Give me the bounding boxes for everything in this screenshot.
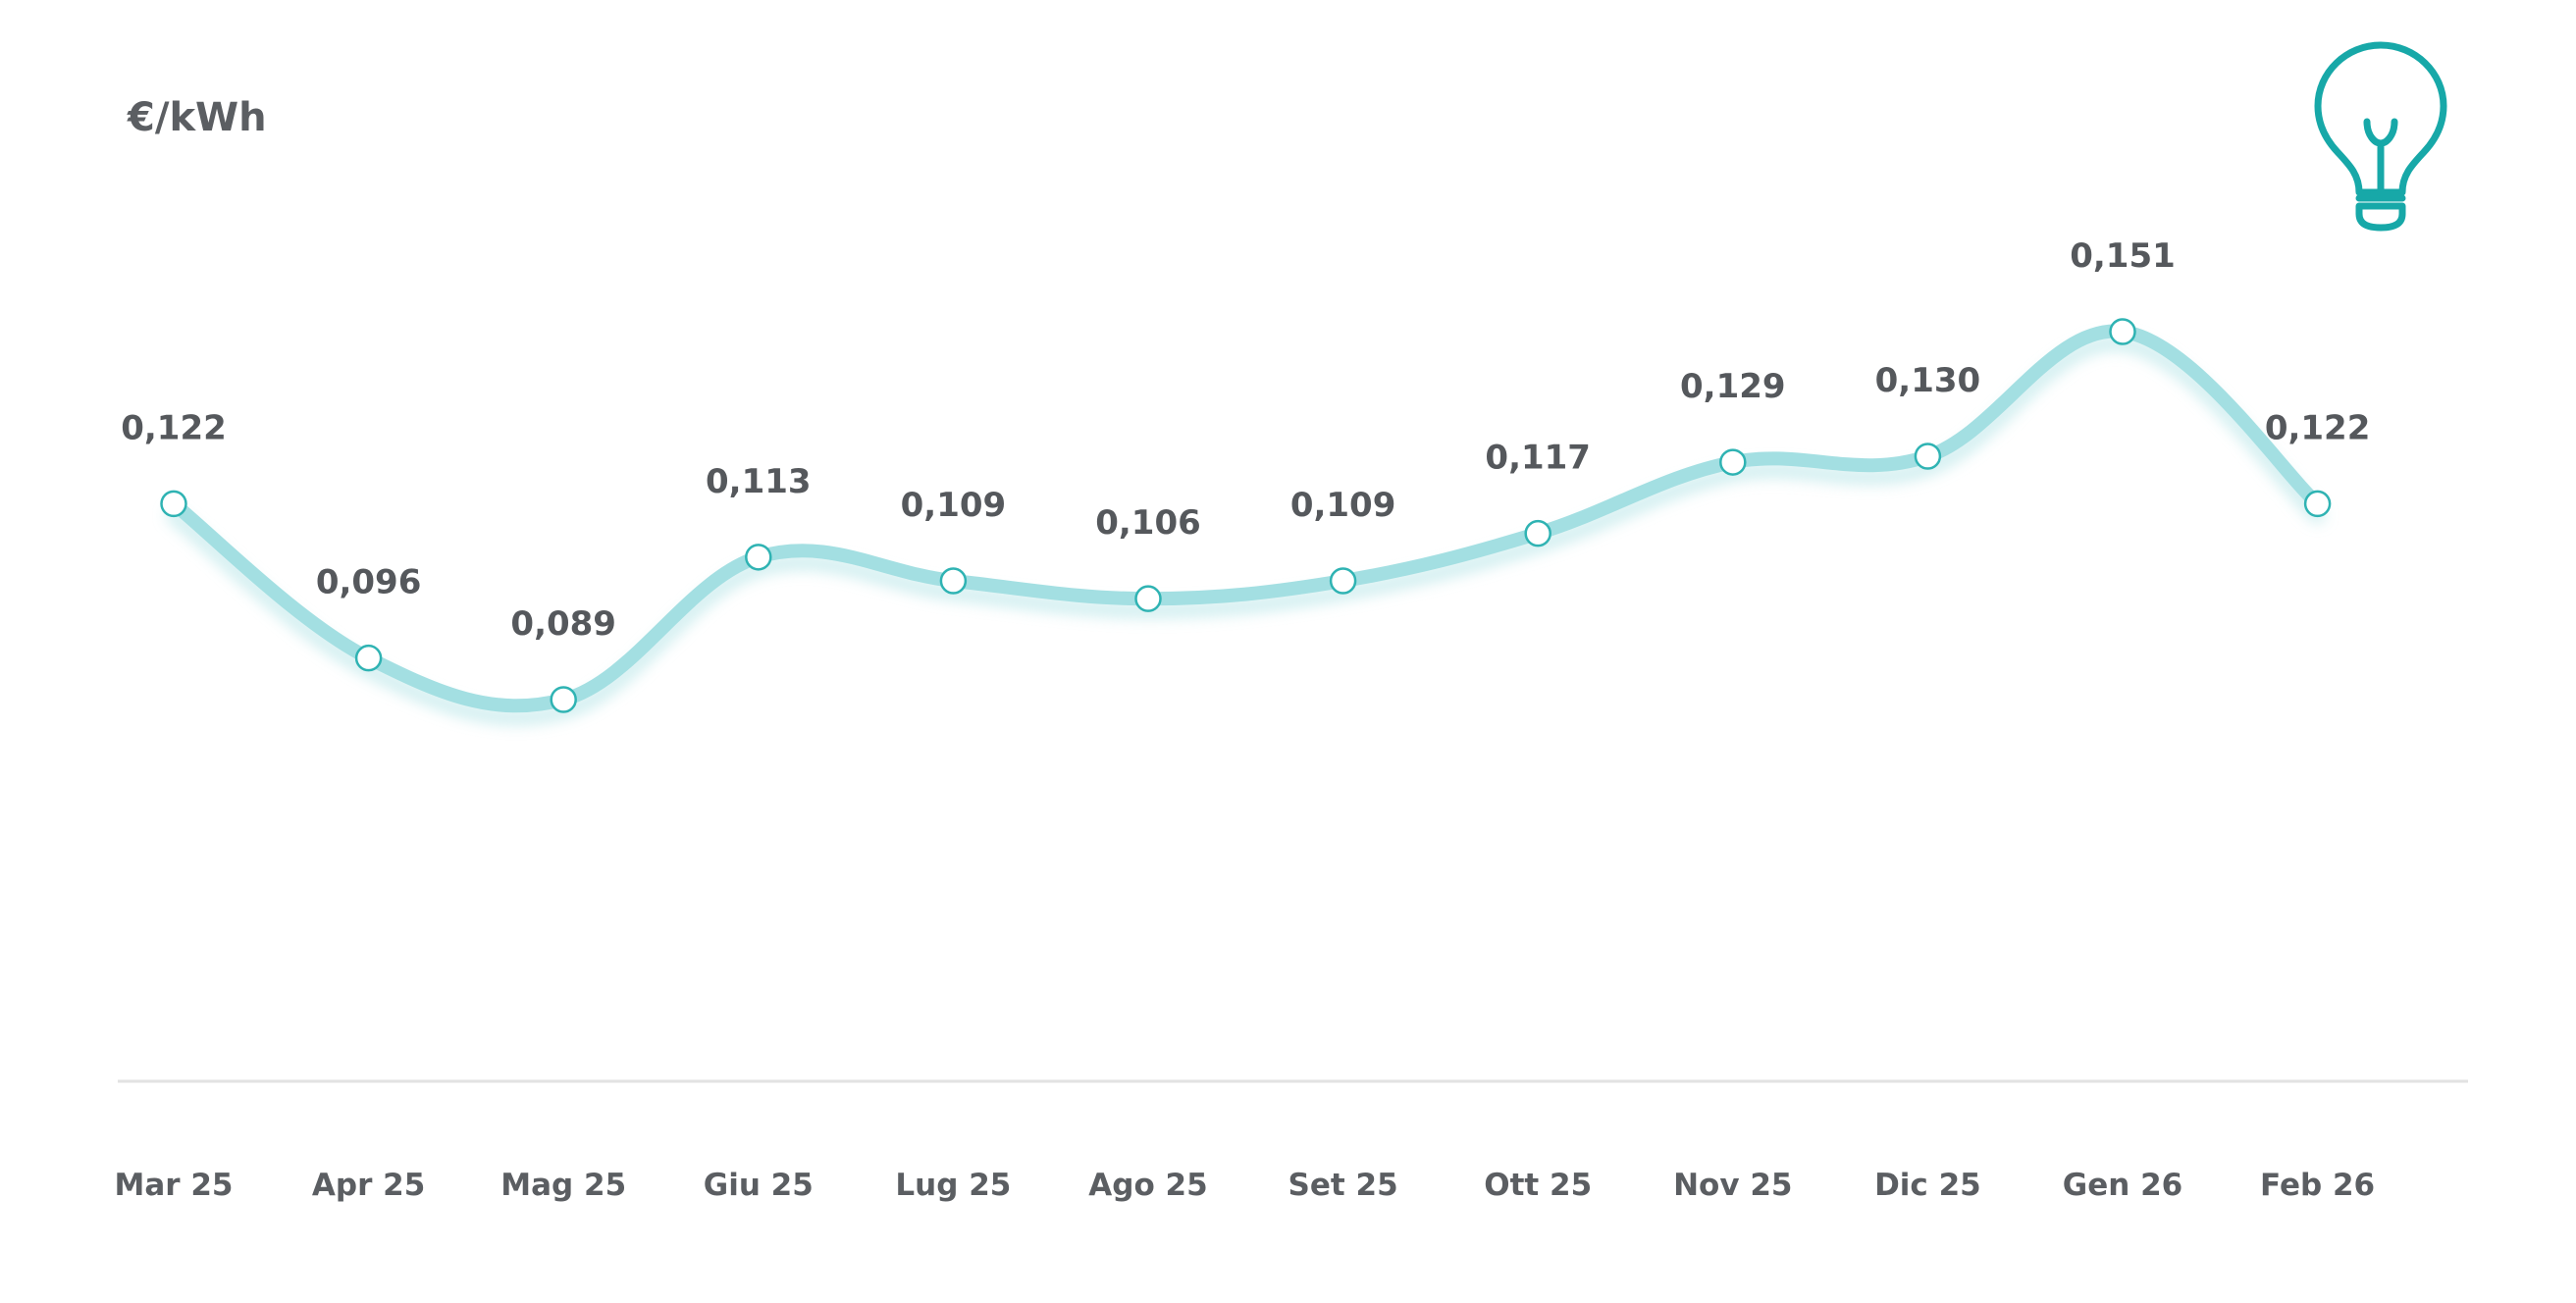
data-point-marker: [1914, 443, 1942, 470]
x-axis-tick-label: Mar 25: [115, 1168, 234, 1203]
data-value-label: 0,106: [1095, 503, 1201, 543]
data-point-marker: [1134, 585, 1162, 612]
data-point-marker: [1524, 519, 1551, 547]
data-value-label: 0,122: [2265, 408, 2371, 447]
data-point-marker: [160, 490, 187, 518]
data-point-marker: [550, 686, 577, 713]
data-value-label: 0,151: [2070, 236, 2176, 276]
x-axis-tick-label: Giu 25: [704, 1168, 814, 1203]
data-point-marker: [939, 567, 968, 595]
data-point-markers: [160, 318, 2332, 713]
data-point-marker: [1329, 567, 1357, 595]
series-line: [167, 324, 2325, 713]
data-value-label: 0,109: [901, 486, 1007, 525]
data-point-marker: [2303, 490, 2332, 518]
data-value-label: 0,122: [121, 408, 227, 447]
data-value-label: 0,096: [316, 563, 422, 602]
x-axis-tick-label: Mag 25: [500, 1168, 626, 1203]
data-value-label: 0,129: [1680, 367, 1786, 406]
data-point-marker: [354, 644, 383, 672]
y-axis-unit-label: €/kWh: [127, 95, 267, 140]
x-axis-tick-label: Apr 25: [312, 1168, 425, 1203]
x-axis-tick-label: Lug 25: [895, 1168, 1011, 1203]
data-value-label: 0,109: [1290, 486, 1396, 525]
series-line-glow: [166, 335, 2326, 726]
data-value-labels: 0,122 0,096 0,089 0,113 0,109 0,106 0,109 0,117…: [121, 236, 2370, 644]
data-point-marker: [2109, 318, 2136, 345]
x-axis-tick-label: Ago 25: [1088, 1168, 1207, 1203]
data-value-label: 0,113: [706, 462, 812, 501]
lightbulb-icon: [2314, 41, 2447, 232]
x-axis-tick-label: Feb 26: [2260, 1168, 2375, 1203]
x-axis-tick-labels: Mar 25 Apr 25 Mag 25 Giu 25 Lug 25 Ago 25 Set …: [115, 1168, 2376, 1203]
x-axis-tick-label: Ott 25: [1484, 1168, 1592, 1203]
data-value-label: 0,117: [1485, 439, 1591, 478]
data-value-label: 0,130: [1875, 361, 1981, 400]
data-point-marker: [745, 544, 772, 571]
x-axis-tick-label: Nov 25: [1673, 1168, 1792, 1203]
data-value-label: 0,089: [510, 604, 616, 644]
data-point-marker: [1719, 448, 1747, 476]
x-axis-tick-label: Dic 25: [1874, 1168, 1981, 1203]
x-axis-tick-label: Set 25: [1288, 1168, 1398, 1203]
x-axis-tick-label: Gen 26: [2063, 1168, 2182, 1203]
